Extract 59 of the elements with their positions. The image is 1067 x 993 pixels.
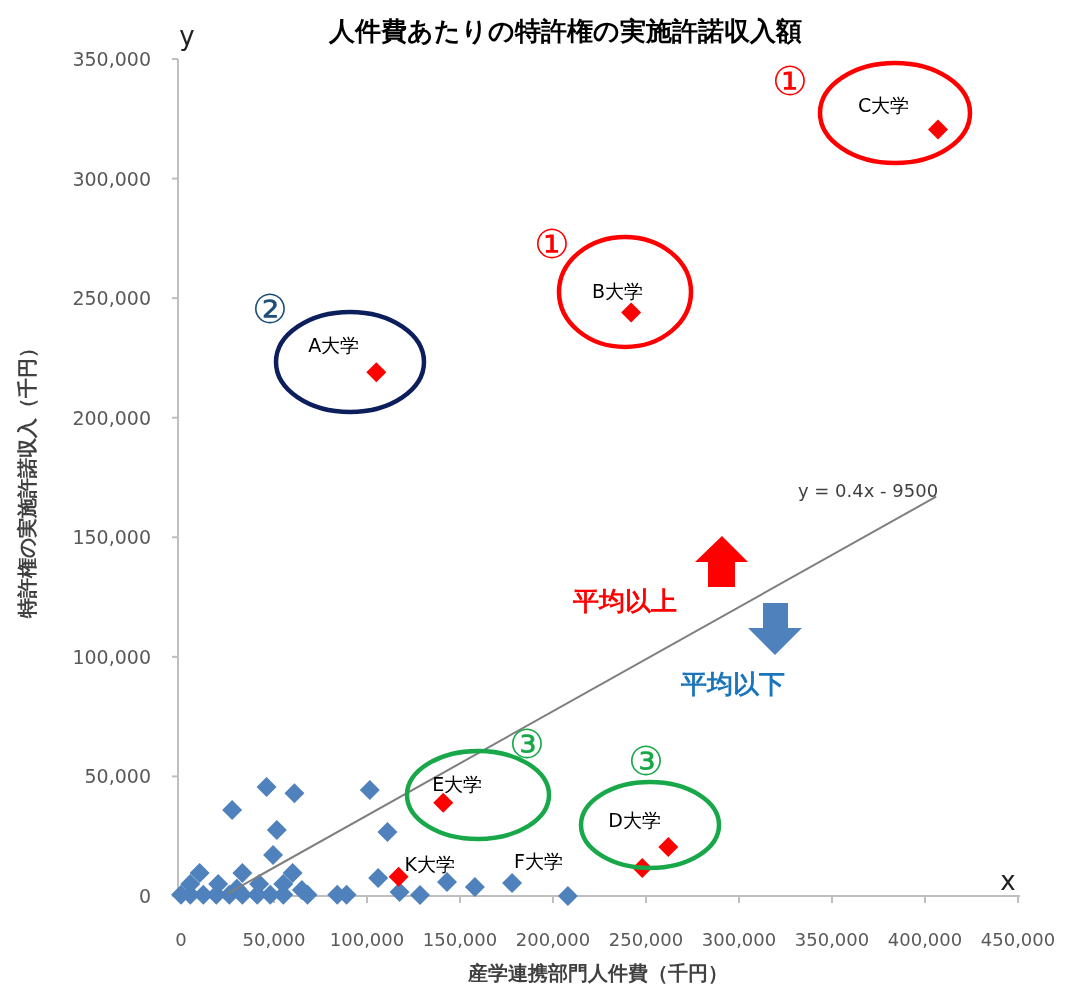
annotation: 平均以上 (572, 586, 677, 616)
y-tick-label: 150,000 (72, 526, 151, 549)
point (502, 873, 523, 894)
point (222, 799, 243, 820)
annotation: ③ (628, 738, 664, 784)
x-tick-label: 150,000 (422, 929, 498, 950)
x-tick-label: 300,000 (701, 929, 777, 950)
annotation: 平均以下 (680, 669, 785, 699)
point (410, 885, 431, 906)
annotation: ② (252, 286, 288, 332)
text: y (179, 21, 195, 51)
point (189, 863, 210, 884)
point (621, 302, 642, 323)
y-tick-label: 250,000 (72, 287, 151, 310)
annotation: C大学 (858, 93, 910, 116)
x-tick-label: 200,000 (515, 929, 591, 950)
y-tick-label: 50,000 (84, 765, 151, 788)
y-tick-label: 0 (138, 885, 151, 907)
y-tick-label: 300,000 (72, 167, 151, 190)
point (284, 783, 305, 804)
point (464, 876, 485, 897)
annotation: A大学 (308, 334, 360, 357)
point (366, 362, 387, 383)
point (433, 792, 454, 813)
annotation: ③ (509, 721, 545, 767)
point (658, 836, 679, 857)
point (557, 886, 578, 906)
point (377, 821, 398, 842)
x-tick-label: 100,000 (329, 929, 405, 950)
point (389, 881, 410, 902)
annotation: x (1000, 866, 1016, 896)
annotation: B大学 (592, 280, 644, 303)
annotation: ① (534, 221, 570, 267)
annotation: K大学 (404, 852, 456, 875)
annotation: y = 0.4x - 9500 (797, 480, 939, 501)
x-tick-label: 350,000 (794, 929, 870, 950)
point (266, 820, 287, 840)
point (368, 868, 389, 889)
x-tick-label: 250,000 (608, 929, 684, 950)
chart-title: 人件費あたりの特許権の実施許諾収入額 (327, 16, 802, 46)
point (928, 119, 949, 140)
y-tick-label: 200,000 (72, 406, 151, 429)
x-tick-label: 0 (175, 929, 187, 950)
y-axis-title: 特許権の実施許諾収入（千円） (15, 338, 39, 619)
point (263, 845, 284, 866)
point (282, 863, 303, 884)
x-tick-label: 50,000 (242, 929, 306, 950)
x-tick-label: 450,000 (980, 929, 1056, 950)
x-tick-label: 400,000 (887, 929, 963, 950)
point (256, 776, 277, 797)
annotation: E大学 (432, 772, 483, 795)
annotation: D大学 (608, 808, 661, 831)
x-axis-title: 産学連携部門人件費（千円） (467, 961, 728, 985)
annotation: ① (772, 58, 808, 104)
y-tick-label: 100,000 (72, 645, 151, 668)
point (359, 780, 380, 801)
y-tick-label: 350,000 (72, 48, 151, 70)
annotation: F大学 (514, 850, 564, 873)
point (232, 863, 253, 884)
